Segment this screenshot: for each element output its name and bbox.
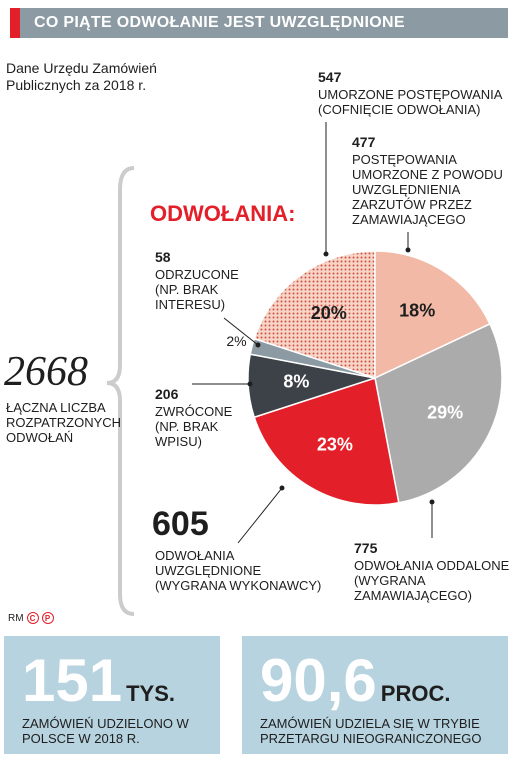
total-brace bbox=[106, 166, 135, 616]
slice-text-zwrocone: ZWRÓCONE (NP. BRAK WPISU) bbox=[155, 404, 233, 449]
pct-label-oddalone: 29% bbox=[427, 402, 463, 422]
leader-dot-odrzucone bbox=[255, 342, 261, 348]
pie-slice-odrzucone bbox=[249, 337, 376, 379]
leader-dot-cofniecie bbox=[323, 251, 329, 257]
logo-c: C bbox=[26, 612, 39, 624]
author-initials: RM bbox=[8, 612, 24, 624]
pct-label-zwrocone: 8% bbox=[283, 372, 309, 392]
pct-label-odrzucone: 2% bbox=[226, 333, 246, 349]
slice-label-zwrocone: 206 ZWRÓCONE (NP. BRAK WPISU) bbox=[155, 386, 245, 450]
stat-value-przetarg: 90,6 PROC. bbox=[260, 646, 450, 715]
stat-unit-przetarg: PROC. bbox=[380, 681, 451, 706]
pie-slice-uwzglednione bbox=[253, 377, 400, 506]
stat-caption-zamowienia: ZAMÓWIEŃ UDZIELONO W POLSCE W 2018 R. bbox=[22, 716, 189, 746]
slice-text-uwzglednione: ODWOŁANIA UWZGLĘDNIONE (WYGRANA WYKONAWC… bbox=[155, 548, 322, 593]
chart-title: ODWOŁANIA: bbox=[150, 201, 296, 226]
leader-dot-uwzglednienie bbox=[405, 247, 411, 253]
header-bar: CO PIĄTE ODWOŁANIE JEST UWZGLĘDNIONE bbox=[10, 8, 508, 38]
slice-text-odrzucone: ODRZUCONE (NP. BRAK INTERESU) bbox=[155, 267, 239, 312]
slice-count-uwzglednienie: 477 bbox=[352, 134, 376, 150]
header-title: CO PIĄTE ODWOŁANIE JEST UWZGLĘDNIONE bbox=[34, 14, 405, 31]
stat-number-przetarg: 90,6 bbox=[260, 647, 377, 714]
slice-label-odrzucone: 58 ODRZUCONE (NP. BRAK INTERESU) bbox=[155, 249, 250, 313]
leader-odrzucone bbox=[223, 317, 259, 346]
stat-unit-zamowienia: TYS. bbox=[126, 681, 176, 706]
slice-label-uwzglednienie: 477 POSTĘPOWANIA UMORZONE Z POWODU UWZGL… bbox=[352, 134, 512, 228]
stat-number-zamowienia: 151 bbox=[22, 647, 123, 714]
leader-dot-zwrocone bbox=[247, 381, 253, 387]
pie-slice-oddalone bbox=[374, 322, 503, 504]
slice-count-odrzucone: 58 bbox=[155, 249, 171, 265]
pct-label-uwzglednione: 23% bbox=[317, 435, 353, 455]
leader-dot-uwzglednione bbox=[279, 485, 285, 491]
stat-value-zamowienia: 151 TYS. bbox=[22, 646, 175, 715]
pie-slice-uwzglednienie_zarzutow bbox=[374, 250, 491, 380]
total-value: 2668 bbox=[4, 349, 88, 395]
stat-caption-przetarg: ZAMÓWIEŃ UDZIELA SIĘ W TRYBIE PRZETARGU … bbox=[260, 716, 482, 746]
slice-count-zwrocone: 206 bbox=[155, 386, 179, 402]
source-note: Dane Urzędu Zamówień Publicznych za 2018… bbox=[6, 60, 157, 93]
slice-text-uwzglednienie: POSTĘPOWANIA UMORZONE Z POWODU UWZGLĘDNI… bbox=[352, 152, 503, 227]
pie-chart: 20% 18% 29% 23% 8% 2% bbox=[106, 122, 503, 616]
author-credit: RM C P bbox=[8, 612, 54, 624]
slice-label-cofniecie: 547 UMORZONE POSTĘPOWANIA (COFNIĘCIE ODW… bbox=[318, 69, 508, 118]
slice-count-uwzglednione: 605 bbox=[152, 505, 209, 543]
total-caption: ŁĄCZNA LICZBA ROZPATRZONYCH ODWOŁAŃ bbox=[6, 400, 122, 445]
pie-slice-cofniecie bbox=[253, 250, 376, 380]
leader-uwzglednione bbox=[237, 487, 283, 544]
pct-label-cofniecie: 20% bbox=[311, 303, 347, 323]
logo-p: P bbox=[41, 612, 54, 624]
slice-text-oddalone: ODWOŁANIA ODDALONE (WYGRANA ZAMAWIAJĄCEG… bbox=[354, 558, 510, 603]
slice-label-uwzglednione: ODWOŁANIA UWZGLĘDNIONE (WYGRANA WYKONAWC… bbox=[155, 548, 335, 593]
slice-label-oddalone: 775 ODWOŁANIA ODDALONE (WYGRANA ZAMAWIAJ… bbox=[354, 540, 514, 604]
pct-label-uwzglednienie_zarzutow: 18% bbox=[399, 300, 435, 320]
stat-box-zamowienia: 151 TYS. ZAMÓWIEŃ UDZIELONO W POLSCE W 20… bbox=[4, 636, 220, 754]
stat-box-przetarg: 90,6 PROC. ZAMÓWIEŃ UDZIELA SIĘ W TRYBIE … bbox=[242, 636, 508, 754]
header-accent bbox=[10, 8, 20, 38]
leader-dot-oddalone bbox=[429, 499, 435, 505]
slice-count-cofniecie: 547 bbox=[318, 69, 342, 85]
slice-count-oddalone: 775 bbox=[354, 540, 378, 556]
slice-text-cofniecie: UMORZONE POSTĘPOWANIA (COFNIĘCIE ODWOŁAN… bbox=[318, 87, 502, 117]
